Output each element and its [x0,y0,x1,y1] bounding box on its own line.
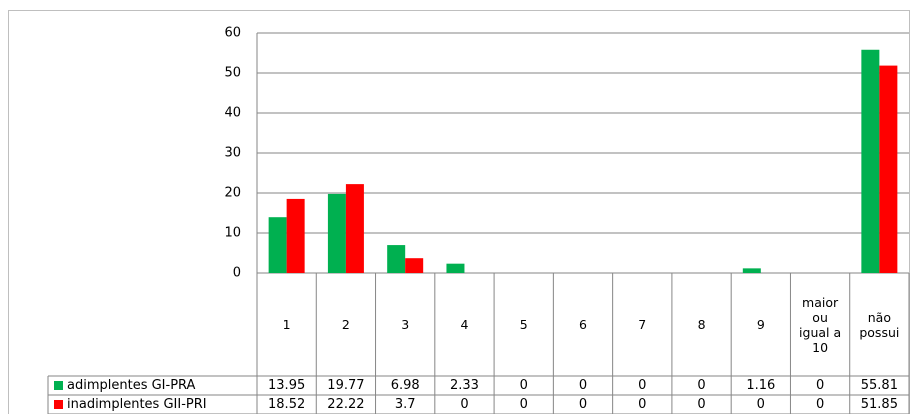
category-cell: 6 [579,317,587,332]
table-value: 0 [638,397,646,412]
category-cell: 3 [401,317,410,332]
x-tick-label: 6 [579,317,587,332]
y-tick-label: 60 [224,26,241,41]
y-tick-label: 0 [233,266,241,281]
table-value: 1.16 [746,378,775,393]
x-tick-label: 5 [519,317,528,332]
bar [286,198,305,273]
table-value: 3.7 [395,397,416,412]
table-value: 0 [520,378,528,393]
table-value: 19.77 [327,378,364,393]
bar [742,268,761,273]
x-tick-label: 8 [697,317,706,332]
bar [446,263,465,273]
y-tick-label: 30 [224,146,241,161]
table-value: 0 [697,397,705,412]
table-value: 0 [579,378,587,393]
bar [861,49,880,274]
chart-frame [8,10,910,414]
x-tick-label: 4 [460,317,469,332]
category-cell: maior ou igual a 10 [799,294,842,355]
category-cell: 7 [638,317,647,332]
category-cell: 9 [756,317,765,332]
table-value: 0 [520,397,528,412]
bar [327,193,346,273]
bar [268,217,287,273]
y-tick-label: 10 [224,226,241,241]
table-value: 0 [816,397,824,412]
table-value: 0 [579,397,587,412]
table-value: 0 [757,397,765,412]
category-cell: 4 [460,317,469,332]
legend-label: adimplentes GI-PRA [67,378,196,393]
table-value: 13.95 [268,378,305,393]
bar [387,245,406,273]
table-value: 0 [697,378,705,393]
table-value: 18.52 [268,397,305,412]
category-cell: 1 [282,317,291,332]
table-value: 22.22 [327,397,364,412]
x-tick-label: 3 [401,317,410,332]
legend-key [54,400,63,409]
x-tick-label: 9 [756,317,765,332]
legend-key [54,381,63,390]
table-value: 2.33 [450,378,479,393]
bar [345,184,364,273]
x-tick-label: 7 [638,317,647,332]
table-value: 0 [460,397,468,412]
bar [879,65,898,273]
bar [405,258,424,273]
x-tick-label: 2 [341,317,350,332]
category-cell: 8 [697,317,706,332]
x-tick-label: 1 [282,317,291,332]
category-cell: 5 [519,317,528,332]
y-tick-label: 20 [224,186,241,201]
x-tick-label: maior ou igual a 10 [799,294,842,355]
x-tick-label: não possui [859,309,900,340]
y-tick-label: 40 [224,106,241,121]
table-value: 6.98 [391,378,420,393]
table-value: 51.85 [861,397,898,412]
category-cell: 2 [341,317,350,332]
legend-label: inadimplentes GII-PRI [67,397,207,412]
table-value: 0 [816,378,824,393]
table-value: 0 [638,378,646,393]
table-value: 55.81 [861,378,898,393]
category-cell: não possui [859,309,900,340]
y-tick-label: 50 [224,66,241,81]
